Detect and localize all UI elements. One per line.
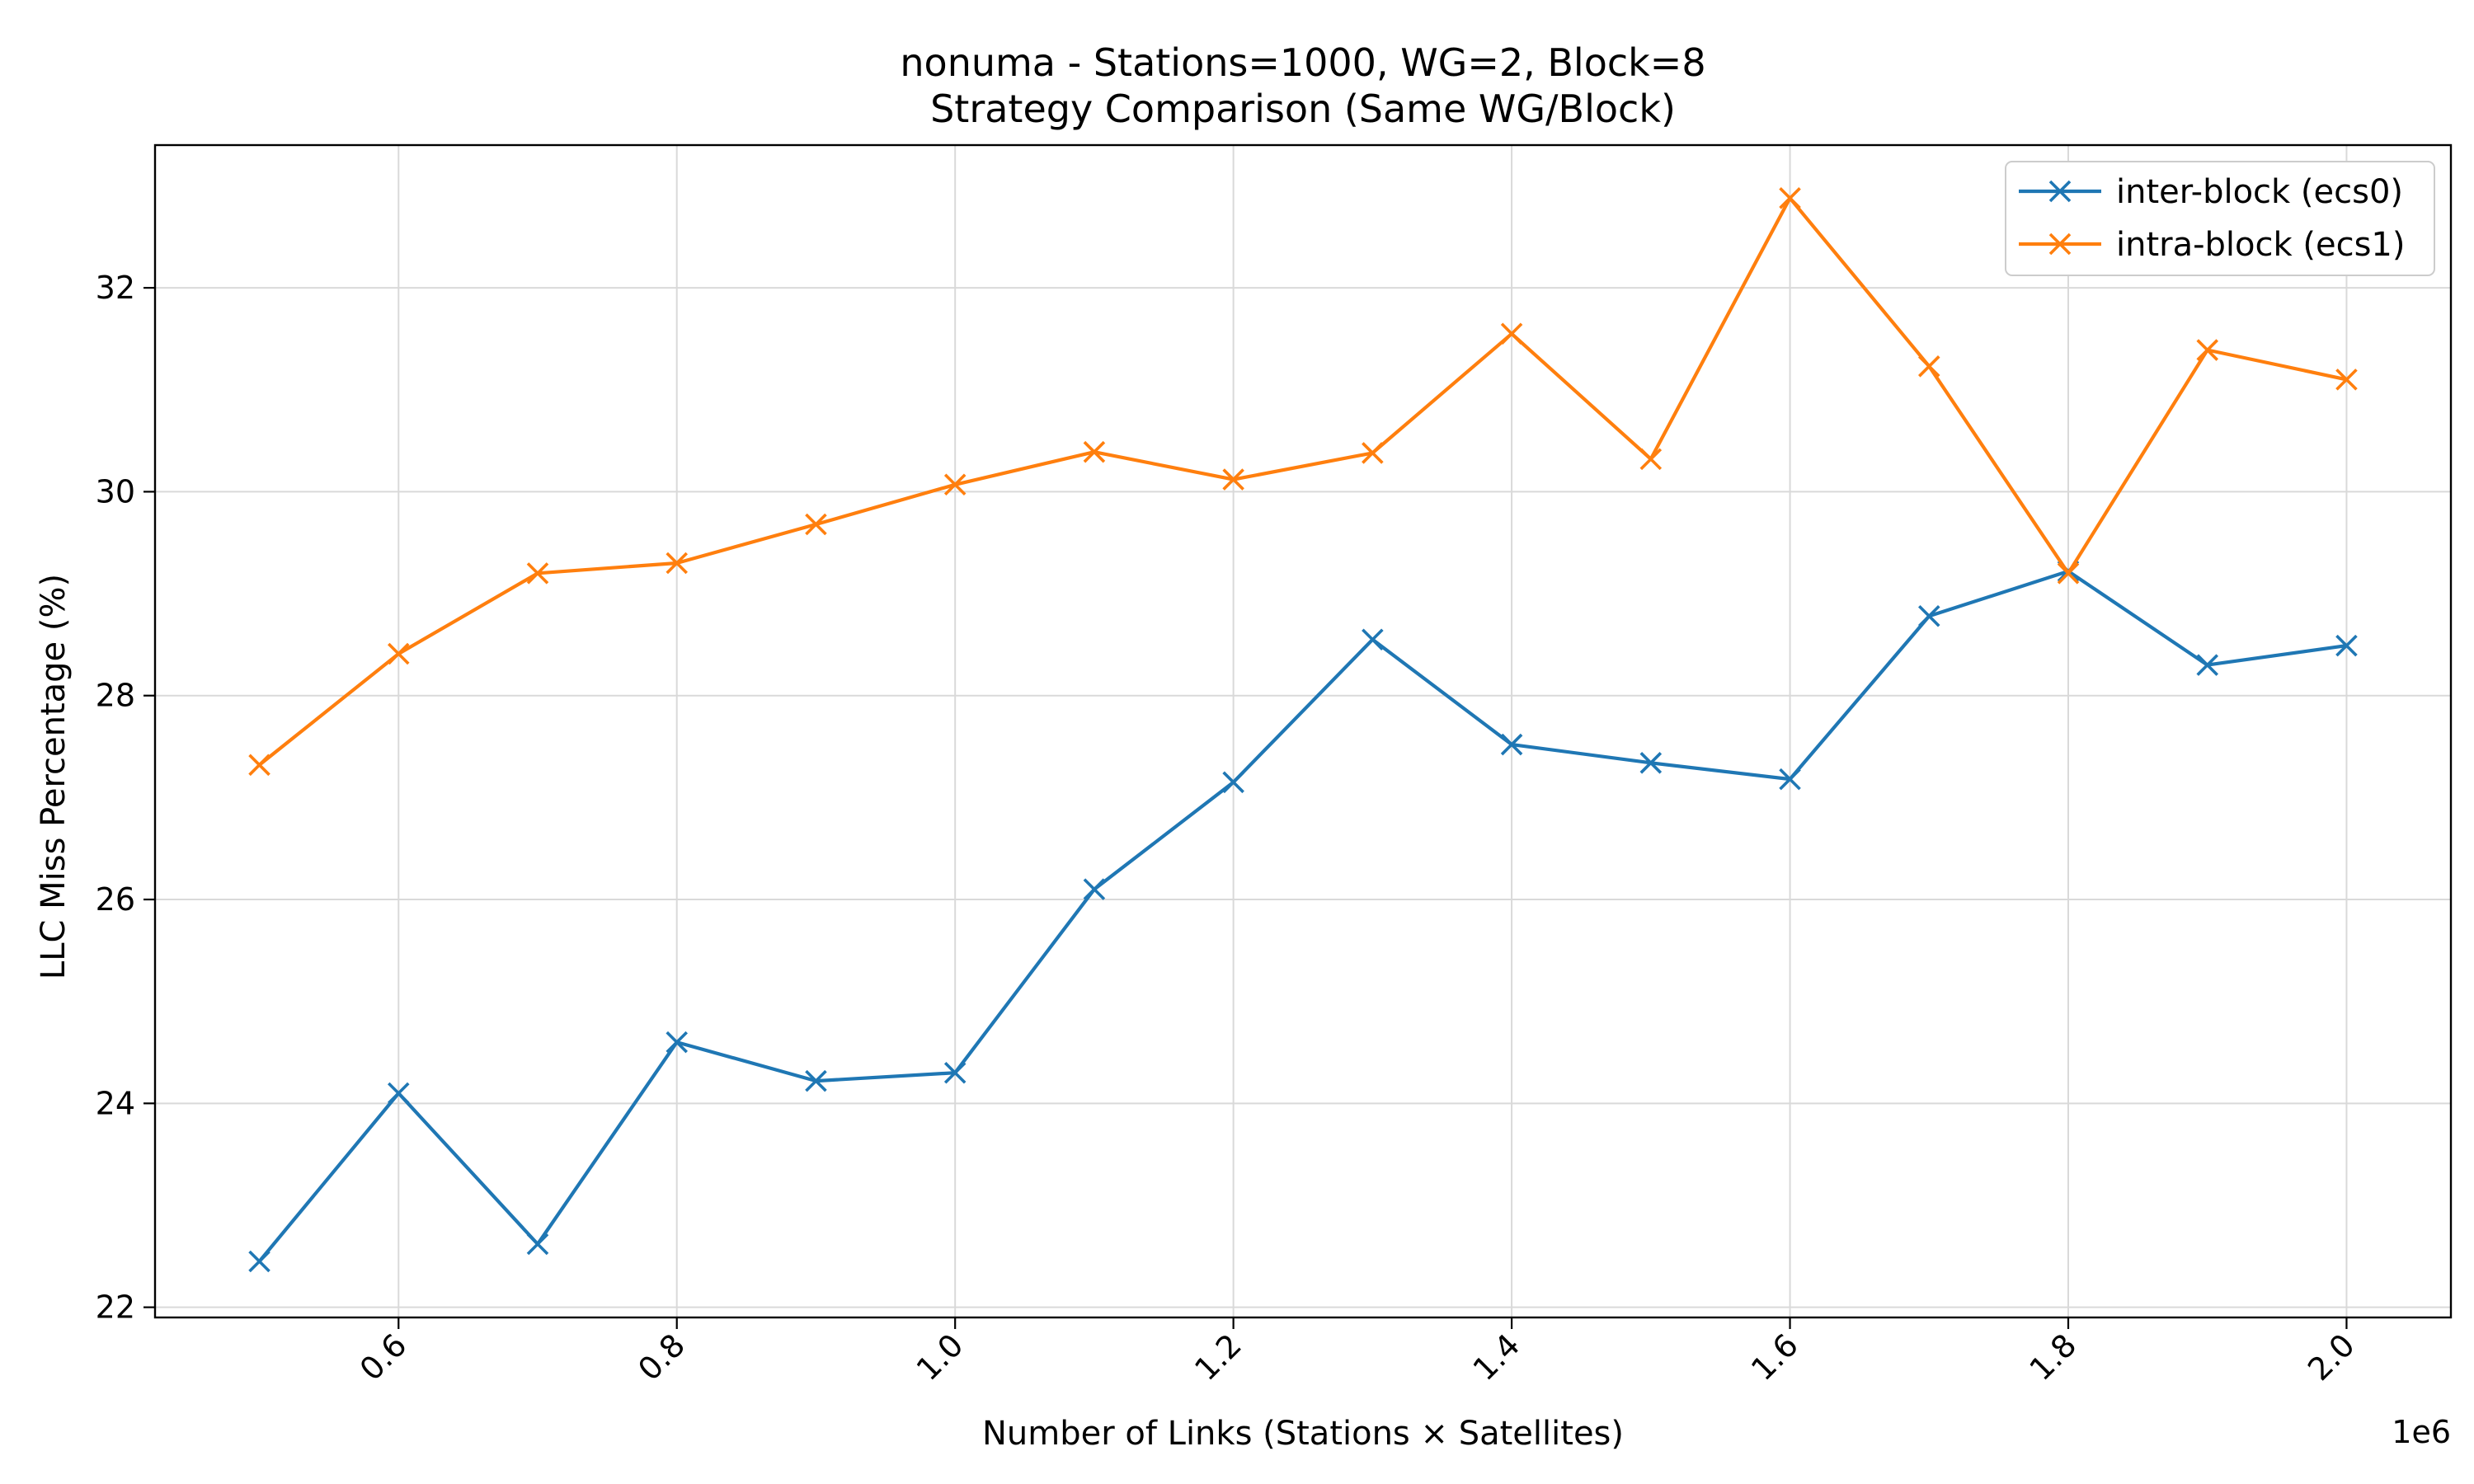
data-point-marker bbox=[526, 1233, 549, 1256]
data-point-marker bbox=[388, 642, 410, 665]
data-point-marker bbox=[1917, 605, 1940, 627]
series-line bbox=[258, 196, 2347, 767]
data-point-marker bbox=[1222, 468, 1244, 491]
legend-label: intra-block (ecs1) bbox=[2116, 226, 2406, 264]
data-point-marker bbox=[1083, 878, 1106, 900]
grid-lines bbox=[155, 145, 2451, 1317]
data-point-marker bbox=[805, 1069, 827, 1092]
y-tick-label: 30 bbox=[96, 473, 135, 510]
y-tick-label: 24 bbox=[96, 1085, 135, 1121]
x-axis-label: Number of Links (Stations × Satellites) bbox=[982, 1415, 1624, 1453]
data-point-marker bbox=[2057, 562, 2080, 585]
data-point-marker bbox=[1779, 768, 1801, 791]
data-point-marker bbox=[2196, 654, 2219, 676]
legend-label: inter-block (ecs0) bbox=[2116, 173, 2403, 211]
data-point-marker bbox=[248, 754, 270, 777]
data-point-marker bbox=[2196, 339, 2219, 361]
data-point-marker bbox=[666, 552, 688, 575]
plot-area-frame bbox=[153, 143, 2453, 1319]
y-tick-label: 32 bbox=[96, 270, 135, 306]
y-tick-label: 26 bbox=[96, 881, 135, 918]
y-axis-label: LLC Miss Percentage (%) bbox=[35, 574, 73, 979]
data-point-marker bbox=[1639, 752, 1663, 774]
data-point-marker bbox=[1639, 448, 1663, 471]
data-point-marker bbox=[248, 1250, 270, 1273]
data-point-marker bbox=[388, 1082, 410, 1105]
data-point-marker bbox=[1362, 628, 1384, 650]
data-point-marker bbox=[943, 1061, 967, 1084]
data-point-marker bbox=[2335, 634, 2358, 657]
y-tick-label: 28 bbox=[96, 678, 135, 714]
chart-subtitle: Strategy Comparison (Same WG/Block) bbox=[930, 87, 1676, 131]
data-point-marker bbox=[943, 473, 967, 496]
legend-box bbox=[2005, 161, 2435, 276]
data-point-marker bbox=[1779, 187, 1801, 209]
data-point-marker bbox=[2335, 369, 2358, 391]
data-point-marker bbox=[1362, 442, 1384, 464]
y-tick-label: 22 bbox=[96, 1289, 135, 1326]
data-point-marker bbox=[1917, 355, 1940, 378]
series-line bbox=[257, 569, 2347, 1263]
data-point-marker bbox=[1500, 733, 1523, 756]
data-point-marker bbox=[1083, 440, 1106, 463]
data-point-marker bbox=[805, 513, 827, 536]
x-axis-offset-label: 1e6 bbox=[2392, 1414, 2451, 1450]
data-point-marker bbox=[526, 562, 549, 585]
chart-title: nonuma - Stations=1000, WG=2, Block=8 bbox=[900, 40, 1705, 85]
series-lines bbox=[248, 187, 2358, 1273]
legend-item: intra-block (ecs1) bbox=[2019, 226, 2406, 264]
data-point-marker bbox=[1222, 771, 1244, 794]
series-2 bbox=[248, 187, 2358, 777]
legend-item: inter-block (ecs0) bbox=[2019, 173, 2403, 211]
legend-marker-swatch bbox=[2048, 232, 2072, 256]
legend-marker-swatch bbox=[2048, 180, 2072, 203]
data-point-marker bbox=[1500, 322, 1523, 345]
legend: inter-block (ecs0) intra-block (ecs1) bbox=[2005, 161, 2435, 276]
data-point-marker bbox=[666, 1031, 688, 1054]
series-1 bbox=[248, 560, 2358, 1273]
